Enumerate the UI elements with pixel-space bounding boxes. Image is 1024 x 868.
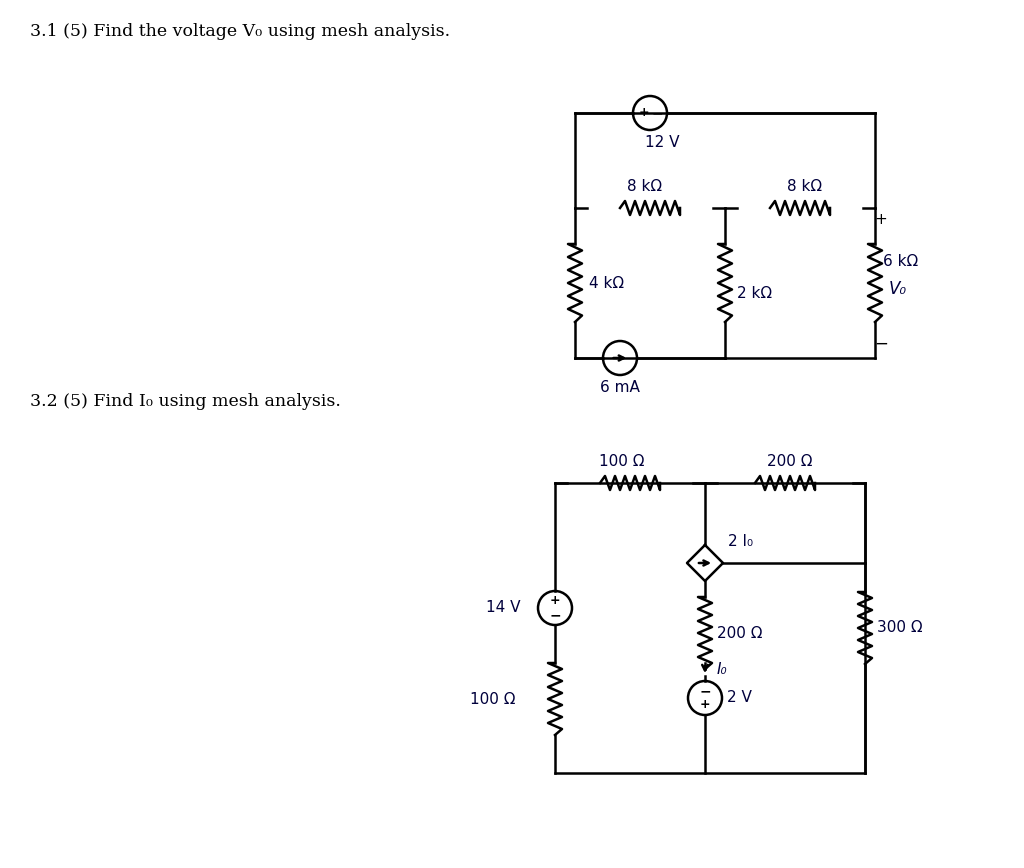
Text: V₀: V₀ bbox=[889, 280, 907, 298]
Text: +: + bbox=[639, 107, 649, 120]
Text: +: + bbox=[550, 595, 560, 608]
Text: 3.1 (5) Find the voltage V₀ using mesh analysis.: 3.1 (5) Find the voltage V₀ using mesh a… bbox=[30, 23, 451, 40]
Text: 12 V: 12 V bbox=[645, 135, 679, 150]
Text: +: + bbox=[699, 699, 711, 712]
Text: 100 Ω: 100 Ω bbox=[469, 692, 515, 707]
Text: 6 kΩ: 6 kΩ bbox=[883, 253, 919, 268]
Text: −: − bbox=[699, 684, 711, 698]
Text: 6 mA: 6 mA bbox=[600, 380, 640, 395]
Text: 8 kΩ: 8 kΩ bbox=[787, 179, 822, 194]
Text: 3.2 (5) Find I₀ using mesh analysis.: 3.2 (5) Find I₀ using mesh analysis. bbox=[30, 393, 341, 410]
Text: 8 kΩ: 8 kΩ bbox=[628, 179, 663, 194]
Text: −: − bbox=[651, 106, 663, 120]
Text: 2 V: 2 V bbox=[727, 691, 752, 706]
Text: 200 Ω: 200 Ω bbox=[767, 454, 813, 469]
Text: 200 Ω: 200 Ω bbox=[717, 626, 763, 641]
Text: +: + bbox=[874, 213, 888, 227]
Text: 100 Ω: 100 Ω bbox=[599, 454, 645, 469]
Text: 14 V: 14 V bbox=[485, 601, 520, 615]
Text: 2 I₀: 2 I₀ bbox=[728, 534, 753, 549]
Text: 300 Ω: 300 Ω bbox=[877, 621, 923, 635]
Text: 2 kΩ: 2 kΩ bbox=[737, 286, 772, 300]
Text: −: − bbox=[549, 608, 561, 622]
Text: I₀: I₀ bbox=[717, 662, 728, 678]
Text: 4 kΩ: 4 kΩ bbox=[589, 275, 624, 291]
Text: −: − bbox=[874, 335, 888, 353]
